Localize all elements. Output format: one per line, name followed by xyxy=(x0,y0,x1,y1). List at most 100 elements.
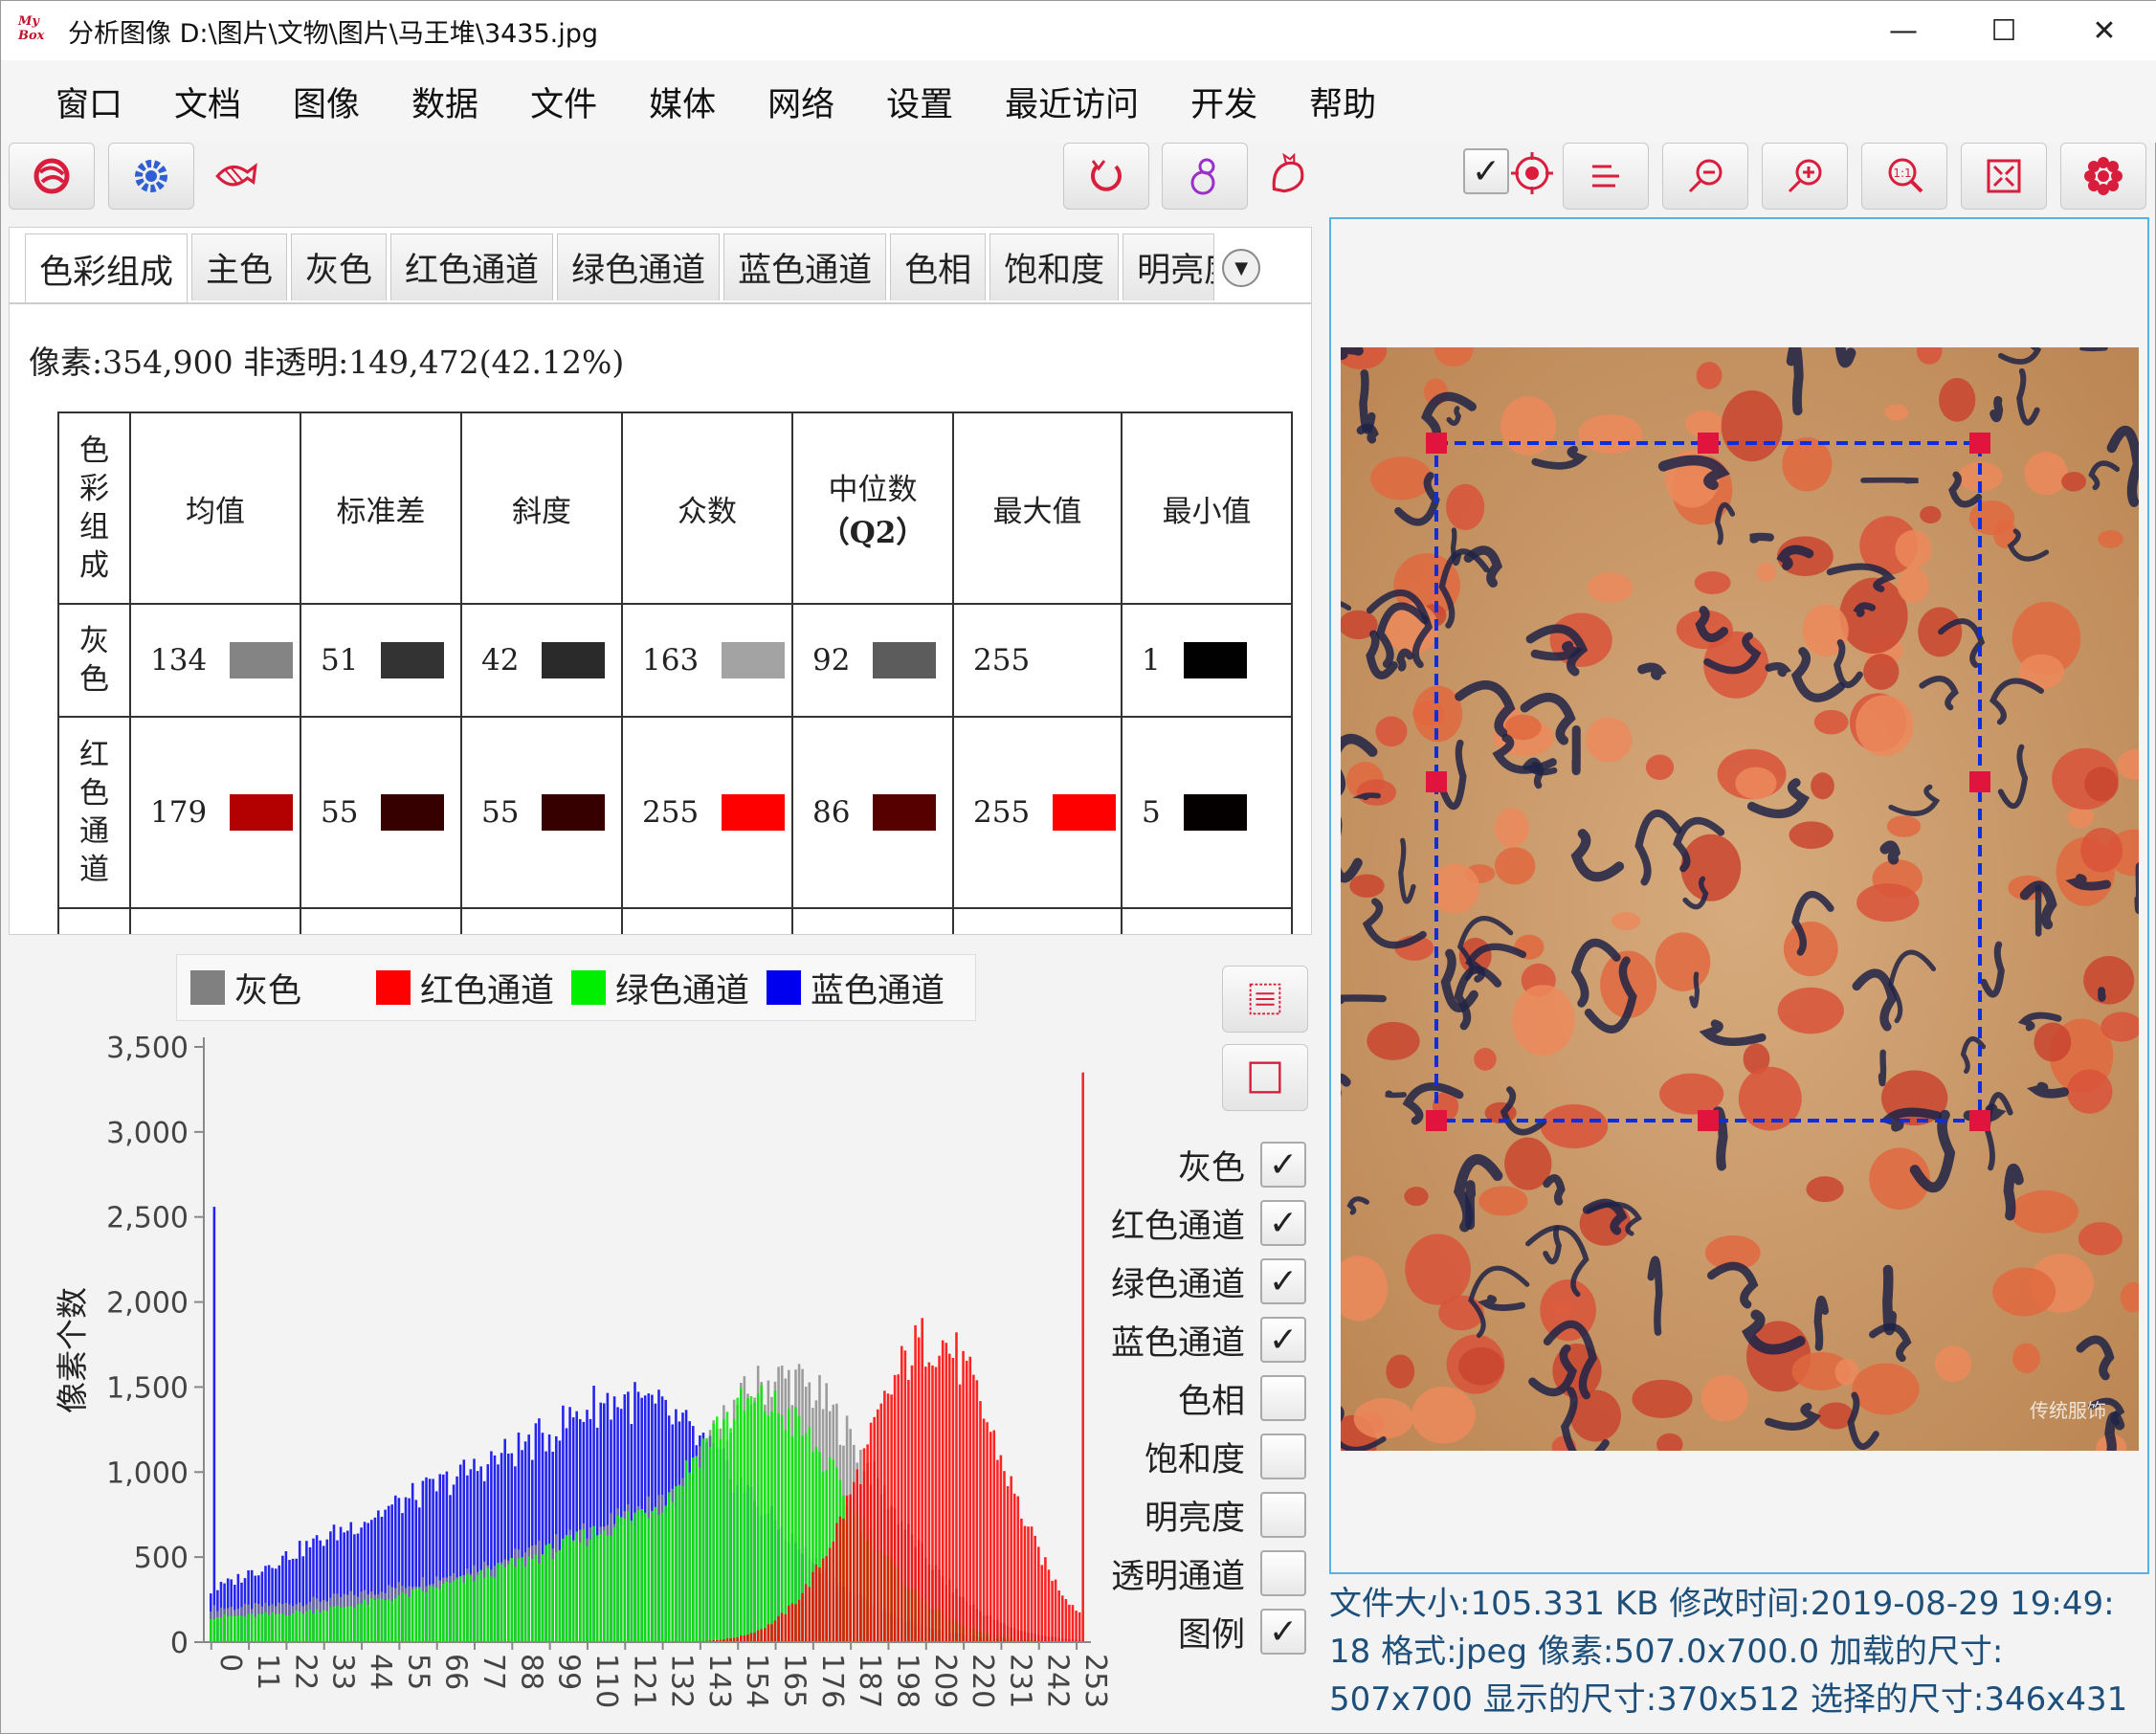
histogram-bar xyxy=(924,1367,927,1642)
series-checkbox[interactable]: ✓ xyxy=(1260,1258,1306,1305)
series-checkbox[interactable]: ✓ xyxy=(1260,1609,1306,1656)
histogram-bar xyxy=(264,1612,267,1642)
flower-menu-button[interactable] xyxy=(2060,143,2146,210)
tab-saturation[interactable]: 饱和度 xyxy=(989,233,1120,300)
check-row-0[interactable]: 灰色 ✓ xyxy=(1178,1138,1306,1191)
bird-logo-button[interactable] xyxy=(9,143,95,210)
histogram-bar xyxy=(301,1613,305,1642)
tab-hue[interactable]: 色相 xyxy=(890,233,987,300)
menu-data[interactable]: 数据 xyxy=(411,85,479,124)
tabs-overflow-button[interactable]: ▼ xyxy=(1222,249,1261,287)
menu-image[interactable]: 图像 xyxy=(293,85,361,124)
settings-button[interactable] xyxy=(108,143,194,210)
check-row-6[interactable]: 明亮度 xyxy=(1145,1488,1306,1542)
zoom-in-button[interactable] xyxy=(1762,143,1848,210)
histogram-bar xyxy=(910,1365,914,1642)
zoom-out-button[interactable] xyxy=(1662,143,1748,210)
histogram-bar xyxy=(903,1350,907,1642)
histogram-bar xyxy=(274,1613,278,1642)
histogram-bar xyxy=(859,1484,862,1642)
check-row-2[interactable]: 绿色通道 ✓ xyxy=(1111,1255,1306,1308)
histogram-bar xyxy=(716,1416,719,1642)
actual-size-button[interactable]: 1:1 xyxy=(1861,143,1947,210)
tab-dominant-color[interactable]: 主色 xyxy=(191,233,288,300)
histogram-bar xyxy=(295,1610,298,1642)
check-row-1[interactable]: 红色通道 ✓ xyxy=(1111,1196,1306,1250)
refresh-button[interactable] xyxy=(1063,143,1149,210)
series-checkbox[interactable] xyxy=(1260,1434,1306,1480)
color-swatch xyxy=(381,794,445,831)
fit-window-button[interactable] xyxy=(1961,143,2047,210)
select-toggle-checkbox[interactable]: ✓ xyxy=(1463,148,1509,194)
series-checkbox[interactable]: ✓ xyxy=(1260,1142,1306,1188)
row-label-gray: 灰色 xyxy=(57,603,131,718)
histogram-bar xyxy=(835,1523,838,1642)
table-cell: 86 xyxy=(791,716,954,909)
close-button[interactable]: ✕ xyxy=(2092,13,2117,48)
histogram-bar xyxy=(1006,1486,1010,1642)
histogram-bar xyxy=(623,1518,627,1642)
menu-recent[interactable]: 最近访问 xyxy=(1005,85,1140,124)
tab-red-channel[interactable]: 红色通道 xyxy=(390,233,554,300)
header-max: 最大值 xyxy=(952,411,1122,605)
target-icon[interactable] xyxy=(1503,144,1561,202)
menu-help[interactable]: 帮助 xyxy=(1309,85,1377,124)
legend-item-gray[interactable]: 灰色 xyxy=(190,964,301,1012)
check-row-4[interactable]: 色相 xyxy=(1178,1371,1306,1425)
histogram-bar xyxy=(849,1494,852,1642)
menu-media[interactable]: 媒体 xyxy=(649,85,717,124)
histogram-bar xyxy=(828,1547,832,1642)
check-label: 蓝色通道 xyxy=(1110,1323,1245,1363)
y-tick-label: 500 xyxy=(134,1542,189,1575)
tab-green-channel[interactable]: 绿色通道 xyxy=(557,233,721,300)
menu-settings[interactable]: 设置 xyxy=(886,85,954,124)
histogram-bar xyxy=(568,1535,571,1642)
legend-item-green[interactable]: 绿色通道 xyxy=(571,964,749,1012)
menu-document[interactable]: 文档 xyxy=(174,85,242,124)
histogram-bar xyxy=(664,1505,667,1642)
table-header-row: 色彩组成 均值 标准差 斜度 众数 中位数 （Q2） 最大值 最小值 xyxy=(57,411,1293,605)
data-list-button[interactable] xyxy=(1222,966,1308,1033)
histogram-bar xyxy=(507,1454,510,1642)
series-checkbox[interactable]: ✓ xyxy=(1260,1317,1306,1364)
app-logo: My Box xyxy=(18,14,45,43)
histogram-bar xyxy=(349,1522,353,1642)
check-row-7[interactable]: 透明通道 xyxy=(1111,1546,1306,1600)
histogram-bar xyxy=(527,1556,530,1642)
check-row-5[interactable]: 饱和度 xyxy=(1145,1430,1306,1483)
check-row-3[interactable]: 蓝色通道 ✓ xyxy=(1111,1313,1306,1367)
series-checkbox[interactable] xyxy=(1260,1550,1306,1597)
histogram-bar xyxy=(322,1610,325,1642)
menu-develop[interactable]: 开发 xyxy=(1190,85,1258,124)
tab-blue-channel[interactable]: 蓝色通道 xyxy=(723,233,887,300)
tab-gray[interactable]: 灰色 xyxy=(291,233,388,300)
gourd-button[interactable] xyxy=(1162,143,1248,210)
menu-network[interactable]: 网络 xyxy=(767,85,835,124)
histogram-bar xyxy=(493,1577,497,1642)
frame-button[interactable] xyxy=(1222,1044,1308,1111)
legend-item-blue[interactable]: 蓝色通道 xyxy=(767,964,945,1012)
table-cell: 134 xyxy=(129,603,301,718)
histogram-bar xyxy=(832,1542,835,1642)
maximize-button[interactable]: ☐ xyxy=(1990,13,2017,48)
tab-brightness[interactable]: 明亮度 xyxy=(1122,233,1215,300)
menu-file[interactable]: 文件 xyxy=(530,85,598,124)
rooster-icon[interactable] xyxy=(1259,146,1317,204)
histogram-bar xyxy=(534,1423,538,1642)
phoenix-icon xyxy=(33,158,70,194)
fish-icon[interactable] xyxy=(207,147,264,205)
histogram-bar xyxy=(788,1605,790,1642)
table-cell: 51 xyxy=(300,603,462,718)
align-button[interactable] xyxy=(1563,143,1649,210)
minimize-button[interactable]: — xyxy=(1889,13,1918,48)
histogram-bar xyxy=(821,1472,825,1642)
table-cell: 1 xyxy=(1121,603,1293,718)
menu-window[interactable]: 窗口 xyxy=(56,85,123,124)
series-checkbox[interactable]: ✓ xyxy=(1260,1200,1306,1247)
textile-image[interactable]: 传统服饰 xyxy=(1341,347,2139,1451)
legend-item-red[interactable]: 红色通道 xyxy=(376,964,554,1012)
tab-color-composition[interactable]: 色彩组成 xyxy=(25,233,189,304)
check-row-8[interactable]: 图例 ✓ xyxy=(1178,1605,1306,1658)
series-checkbox[interactable] xyxy=(1260,1492,1306,1539)
series-checkbox[interactable] xyxy=(1260,1375,1306,1422)
